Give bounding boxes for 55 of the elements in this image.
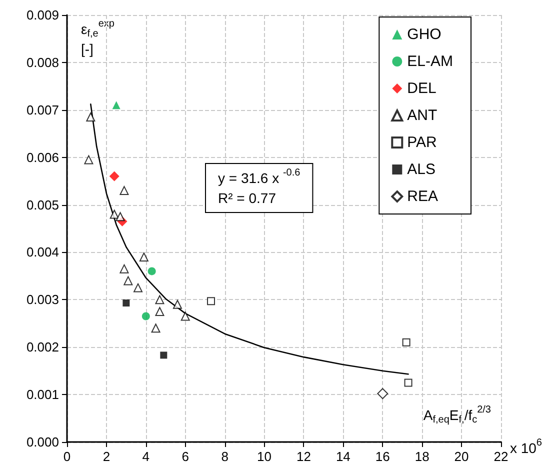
- y-tick-label: 0.001: [26, 387, 59, 402]
- x-tick-label: 12: [296, 449, 311, 463]
- x-tick-label: 4: [142, 449, 150, 463]
- x-tick-label: 18: [414, 449, 430, 463]
- y-tick-label: 0.003: [26, 292, 59, 308]
- y-tick-label: 0.007: [26, 102, 59, 118]
- legend-label: REA: [407, 188, 438, 205]
- y-tick-label: 0.009: [26, 8, 59, 22]
- x-tick-label: 6: [182, 449, 189, 463]
- point: [377, 388, 388, 400]
- point: [207, 297, 216, 306]
- point: [112, 101, 120, 110]
- point: [110, 210, 119, 219]
- point: [148, 267, 156, 276]
- point: [402, 338, 410, 346]
- x-tick-label: 2: [102, 449, 110, 463]
- point: [404, 378, 412, 387]
- y-tick-label: 0.006: [26, 150, 59, 165]
- point: [122, 299, 130, 306]
- point: [155, 295, 164, 304]
- point: [139, 252, 148, 262]
- legend-label: GHO: [407, 26, 442, 43]
- point: [160, 352, 168, 359]
- y-tick-label: 0.004: [26, 244, 59, 260]
- legend-label: DEL: [407, 80, 436, 97]
- y-tick-label: 0.000: [26, 434, 59, 450]
- point: [142, 312, 150, 320]
- y-tick-label: 0.008: [26, 54, 59, 70]
- x-tick-label: 0: [63, 449, 71, 463]
- point: [120, 186, 129, 196]
- x-tick-label: 8: [221, 449, 228, 463]
- x-tick-label: 20: [454, 449, 469, 463]
- point: [155, 307, 164, 316]
- text: y = 31.6 x -0.6 R² = 0.77: [218, 168, 300, 206]
- point: [151, 324, 160, 333]
- point: [84, 155, 94, 164]
- point: [86, 112, 96, 122]
- point: [116, 212, 125, 222]
- x-tick-label: 22: [494, 449, 508, 463]
- legend-label: ALS: [407, 161, 436, 178]
- legend-label: PAR: [407, 134, 438, 151]
- x-tick-label: 14: [336, 449, 350, 463]
- point: [134, 283, 143, 292]
- x-tick-label: 10: [257, 449, 272, 463]
- point: [120, 264, 129, 274]
- x-tick-label: 16: [375, 449, 390, 463]
- y-tick-label: 0.005: [26, 197, 59, 212]
- legend-label: ANT: [407, 107, 438, 124]
- legend-label: EL-AM: [407, 53, 453, 70]
- point: [109, 171, 120, 182]
- point: [172, 300, 182, 309]
- line-series: [90, 104, 409, 375]
- y-tick-label: 0.002: [26, 340, 59, 355]
- point: [180, 312, 190, 321]
- point: [124, 276, 133, 286]
